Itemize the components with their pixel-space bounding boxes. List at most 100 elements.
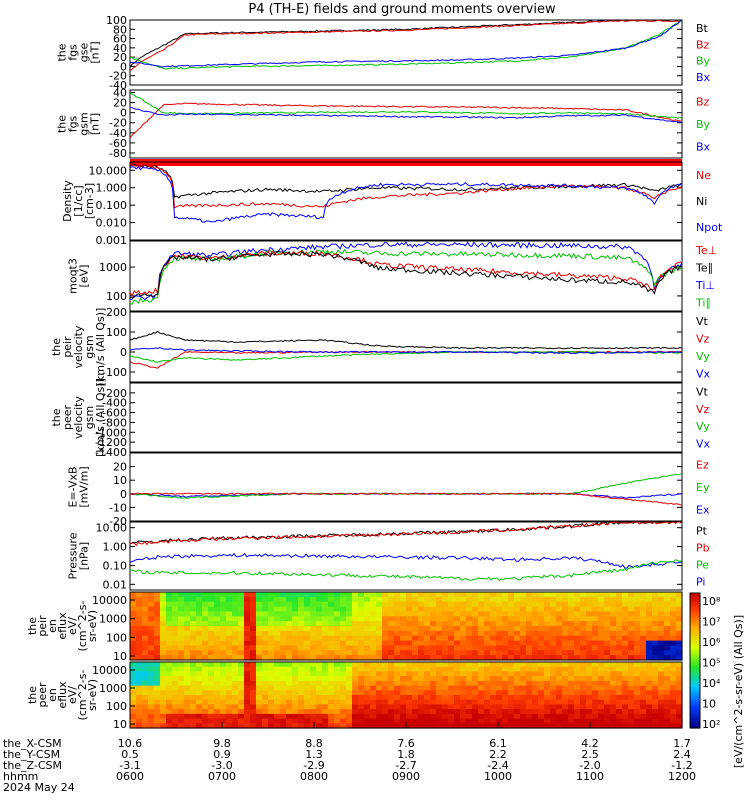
spectrogram-cell [466, 714, 473, 719]
spectrogram-cell [382, 667, 389, 672]
spectrogram-cell [412, 714, 419, 719]
spectrogram-cell [640, 626, 647, 632]
spectrogram-cell [520, 616, 527, 622]
spectrogram-cell [526, 704, 533, 709]
spectrogram-cell [508, 695, 515, 700]
spectrogram-cell [382, 662, 389, 667]
spectrogram-cell [202, 667, 209, 672]
spectrogram-cell [640, 662, 647, 667]
spectrogram-cell [304, 650, 311, 656]
spectrogram-cell [610, 636, 617, 642]
colorbar-tick-label: 10⁸ [702, 595, 721, 608]
spectrogram-cell [154, 690, 161, 695]
spectrogram-cell [352, 641, 359, 647]
spectrogram-cell [604, 714, 611, 719]
spectrogram-cell [652, 671, 659, 676]
spectrogram-cell [340, 662, 347, 667]
spectrogram-cell [322, 611, 329, 617]
legend-entry: Vz [696, 403, 710, 416]
spectrogram-cell [544, 650, 551, 656]
spectrogram-cell [466, 631, 473, 637]
panel-temp: 1000100moqt3[eV]Te⊥Te∥Ti⊥Ti∥ [67, 241, 718, 311]
spectrogram-cell [544, 681, 551, 686]
spectrogram-cell [400, 690, 407, 695]
spectrogram-cell [136, 631, 143, 637]
spectrogram-cell [226, 714, 233, 719]
spectrogram-cell [538, 641, 545, 647]
spectrogram-cell [430, 621, 437, 627]
spectrogram-cell [568, 709, 575, 714]
spectrogram-cell [208, 671, 215, 676]
y-tick-label: 20 [113, 461, 127, 474]
spectrogram-cell [130, 636, 137, 642]
spectrogram-cell [322, 641, 329, 647]
spectrogram-cell [592, 641, 599, 647]
spectrogram-cell [508, 597, 515, 603]
spectrogram-cell [226, 641, 233, 647]
spectrogram-cell [220, 650, 227, 656]
spectrogram-cell [454, 611, 461, 617]
spectrogram-cell [502, 641, 509, 647]
spectrogram-cell [250, 709, 257, 714]
spectrogram-cell [508, 667, 515, 672]
spectrogram-cell [484, 641, 491, 647]
spectrogram-cell [574, 626, 581, 632]
spectrogram-cell [550, 714, 557, 719]
spectrogram-cell [556, 626, 563, 632]
spectrogram-cell [226, 650, 233, 656]
spectrogram-cell [664, 662, 671, 667]
y-tick-label: 100 [106, 700, 127, 713]
spectrogram-cell [136, 641, 143, 647]
spectrogram-cell [178, 700, 185, 705]
spectrogram-cell [178, 719, 185, 724]
spectrogram-cell [334, 704, 341, 709]
spectrogram-cell [532, 645, 539, 651]
spectrogram-cell [610, 700, 617, 705]
spectrogram-cell [376, 636, 383, 642]
spectrogram-cell [154, 592, 161, 598]
spectrogram-cell [496, 667, 503, 672]
spectrogram-cell [136, 611, 143, 617]
spectrogram-cell [574, 597, 581, 603]
spectrogram-cell [226, 671, 233, 676]
spectrogram-cell [568, 607, 575, 613]
spectrogram-cell [532, 714, 539, 719]
spectrogram-cell [148, 676, 155, 681]
spectrogram-cell [268, 636, 275, 642]
spectrogram-cell [436, 690, 443, 695]
spectrogram-cell [478, 690, 485, 695]
spectrogram-cell [238, 714, 245, 719]
spectrogram-cell [550, 667, 557, 672]
spectrogram-cell [634, 616, 641, 622]
spectrogram-cell [364, 602, 371, 608]
spectrogram-cell [160, 719, 167, 724]
spectrogram-cell [316, 671, 323, 676]
spectrogram-cell [514, 641, 521, 647]
spectrogram-cell [478, 611, 485, 617]
spectrogram-cell [562, 592, 569, 598]
spectrogram-cell [238, 690, 245, 695]
spectrogram-cell [490, 631, 497, 637]
spectrogram-cell [574, 695, 581, 700]
spectrogram-cell [358, 645, 365, 651]
spectrogram-cell [292, 709, 299, 714]
spectrogram-cell [478, 645, 485, 651]
spectrogram-cell [508, 626, 515, 632]
spectrogram-cell [424, 719, 431, 724]
spectrogram-cell [196, 641, 203, 647]
spectrogram-cell [400, 709, 407, 714]
spectrogram-cell [436, 719, 443, 724]
spectrogram-cell [586, 681, 593, 686]
spectrogram-cell [652, 676, 659, 681]
spectrogram-cell [166, 700, 173, 705]
spectrogram-cell [346, 681, 353, 686]
spectrogram-cell [490, 709, 497, 714]
spectrogram-cell [388, 704, 395, 709]
spectrogram-cell [430, 690, 437, 695]
spectrogram-cell [238, 695, 245, 700]
spectrogram-cell [382, 700, 389, 705]
spectrogram-cell [166, 662, 173, 667]
spectrogram-cell [274, 641, 281, 647]
spectrogram-cell [142, 667, 149, 672]
spectrogram-cell [142, 631, 149, 637]
